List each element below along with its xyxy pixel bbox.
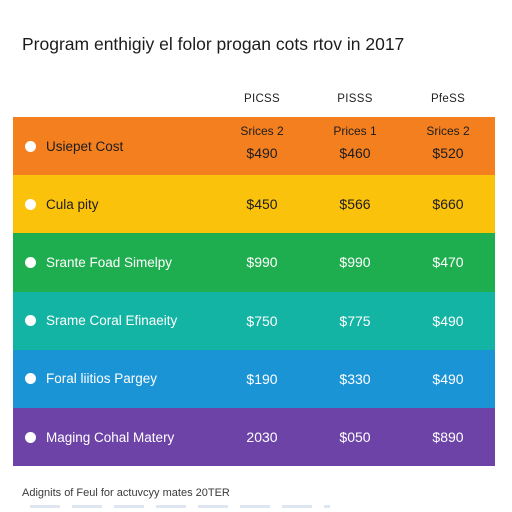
cell-sublabel: Srices 2 [426, 124, 470, 138]
table-row: Foral liitios Pargey $190 $330 $490 [13, 349, 495, 408]
price-table: Usiepet Cost Srices 2 $490 Prices 1 $460 Sric… [13, 117, 495, 467]
cell-value: $450 [246, 196, 278, 213]
column-header-3: PfeSS [430, 93, 466, 105]
table-row: Cula pity $450 $566 $660 [13, 175, 495, 234]
bullet-dot-icon [25, 373, 36, 385]
cell-sublabel: Prices 1 [333, 124, 377, 138]
column-header-1: PICSS [243, 93, 280, 105]
cell-value: $460 [339, 145, 371, 161]
chart-title: Program enthigiy el folor progan cots rt… [22, 34, 405, 54]
bullet-dot-icon [25, 256, 36, 268]
column-header-2: PISSS [337, 93, 373, 105]
cell-value: $490 [246, 145, 278, 161]
cell-value: $190 [246, 370, 278, 387]
cell-sublabel: Srices 2 [240, 124, 284, 138]
footer-note: Adignits of Feul for actuvcyy mates 20TE… [22, 487, 230, 499]
cell-value: $990 [246, 254, 278, 271]
row-label: Maging Cohal Matery [46, 429, 175, 445]
cell-value: $660 [432, 196, 464, 213]
bullet-dot-icon [25, 431, 36, 443]
table-row: Srame Coral Efinaeity $750 $775 $490 [13, 291, 495, 350]
bullet-dot-icon [25, 140, 36, 152]
cell-value: $470 [432, 254, 464, 271]
cell-value: $490 [432, 312, 464, 329]
cell-value: $775 [339, 312, 371, 329]
cell-value: $490 [432, 370, 464, 387]
cell-value: $520 [432, 145, 464, 161]
row-label: Cula pity [46, 196, 99, 212]
cell-value: $566 [339, 196, 371, 213]
cell-value: 2030 [246, 429, 278, 445]
row-label: Srante Foad Simelpy [46, 254, 173, 270]
cell-value: $890 [432, 429, 464, 445]
table-row: Srante Foad Simelpy $990 $990 $470 [13, 233, 495, 292]
table-row: Usiepet Cost Srices 2 $490 Prices 1 $460 Sric… [13, 117, 495, 176]
row-label: Srame Coral Efinaeity [46, 313, 178, 329]
bullet-dot-icon [25, 315, 36, 327]
row-label: Usiepet Cost [46, 138, 124, 154]
row-label: Foral liitios Pargey [46, 371, 158, 387]
bullet-dot-icon [25, 198, 36, 210]
cell-value: $990 [339, 254, 371, 271]
table-row: Maging Cohal Matery 2030 $050 $890 [13, 408, 495, 467]
footer-decoration [30, 505, 330, 508]
cell-value: $750 [246, 312, 278, 329]
cell-value: $330 [339, 370, 371, 387]
cell-value: $050 [339, 429, 371, 445]
